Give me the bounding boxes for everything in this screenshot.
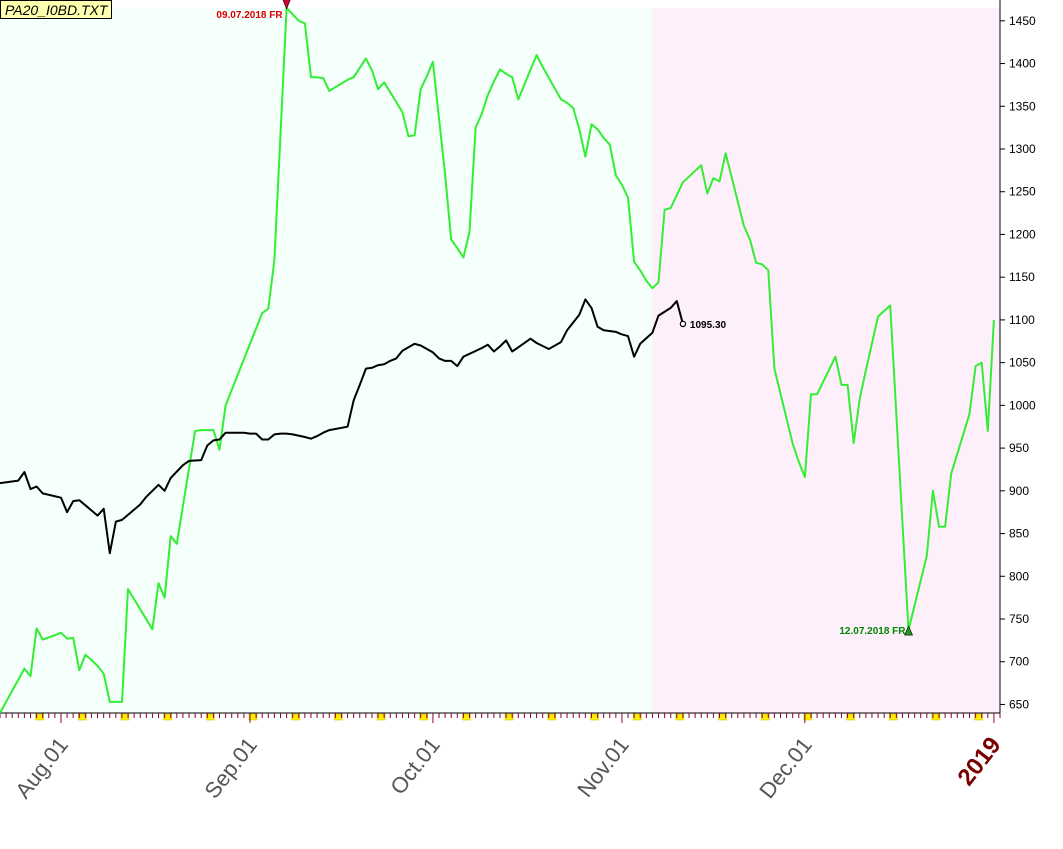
background-region-1 [0, 8, 653, 713]
x-tick-label: Sep.01 [199, 733, 262, 803]
weekend-marker [846, 713, 855, 721]
y-tick-label: 1200 [1009, 227, 1036, 241]
file-name-label: PA20_I0BD.TXT [0, 0, 113, 19]
annotations: 09.07.2018 FR 12.07.2018 FR 1095.30 [216, 0, 913, 637]
series-lines [0, 7, 995, 714]
weekend-marker [931, 713, 941, 721]
weekend-marker [974, 713, 983, 721]
background-regions [0, 8, 1000, 713]
weekend-marker [718, 713, 727, 721]
weekend-marker [888, 713, 898, 721]
y-tick-label: 1150 [1009, 270, 1035, 284]
y-tick-label: 1450 [1009, 14, 1036, 28]
weekend-marker [78, 713, 87, 721]
weekend-marker [632, 713, 642, 721]
y-axis: 650 700 750 800 850 900 950 1000 1050 1100 1150 120… [1000, 14, 1036, 711]
y-tick-label: 1100 [1009, 313, 1035, 327]
y-tick-label: 1350 [1009, 99, 1036, 113]
y-tick-label: 650 [1009, 697, 1029, 711]
weekend-marker [206, 713, 215, 721]
high-annotation-label: 09.07.2018 FR [216, 10, 283, 21]
x-axis: Aug.01 Sep.01 Oct.01 Nov.01 Dec.01 2019 [0, 713, 1007, 803]
weekend-marker [334, 713, 343, 721]
weekend-marker [504, 713, 514, 721]
weekend-marker [120, 713, 130, 721]
weekend-marker [590, 713, 599, 721]
low-marker-icon [904, 625, 913, 636]
y-tick-label: 950 [1009, 441, 1029, 455]
x-tick-label: Aug.01 [10, 733, 73, 803]
x-tick-label: Oct.01 [385, 733, 445, 799]
last-value-label: 1095.30 [690, 320, 727, 331]
weekend-marker [803, 713, 813, 721]
series-line-2 [0, 298, 684, 555]
y-tick-label: 850 [1009, 527, 1029, 541]
low-annotation-label: 12.07.2018 FR [839, 626, 906, 637]
y-tick-label: 700 [1009, 655, 1029, 669]
y-tick-label: 1250 [1009, 185, 1036, 199]
y-tick-label: 1000 [1009, 398, 1036, 412]
x-tick-label-year: 2019 [952, 732, 1006, 791]
weekend-marker [248, 713, 258, 721]
weekend-marker [163, 713, 172, 721]
x-tick-label: Nov.01 [572, 733, 634, 802]
y-tick-label: 800 [1009, 569, 1029, 583]
x-tick-label: Dec.01 [754, 733, 817, 803]
weekend-marker [376, 713, 386, 721]
weekend-marker [291, 713, 300, 721]
weekend-marker [675, 713, 685, 721]
y-tick-label: 1400 [1009, 57, 1036, 71]
weekend-marker [760, 713, 770, 721]
weekend-marker [462, 713, 471, 721]
high-marker-icon [282, 0, 291, 10]
weekend-marker [547, 713, 557, 721]
y-tick-label: 1050 [1009, 356, 1036, 370]
background-region-2 [652, 8, 1000, 713]
y-tick-label: 1300 [1009, 142, 1036, 156]
weekend-marker [35, 713, 44, 721]
y-tick-label: 750 [1009, 612, 1029, 626]
y-tick-label: 900 [1009, 484, 1029, 498]
series-line-1 [0, 7, 995, 714]
last-value-marker [679, 320, 687, 328]
weekend-marker [419, 713, 428, 721]
